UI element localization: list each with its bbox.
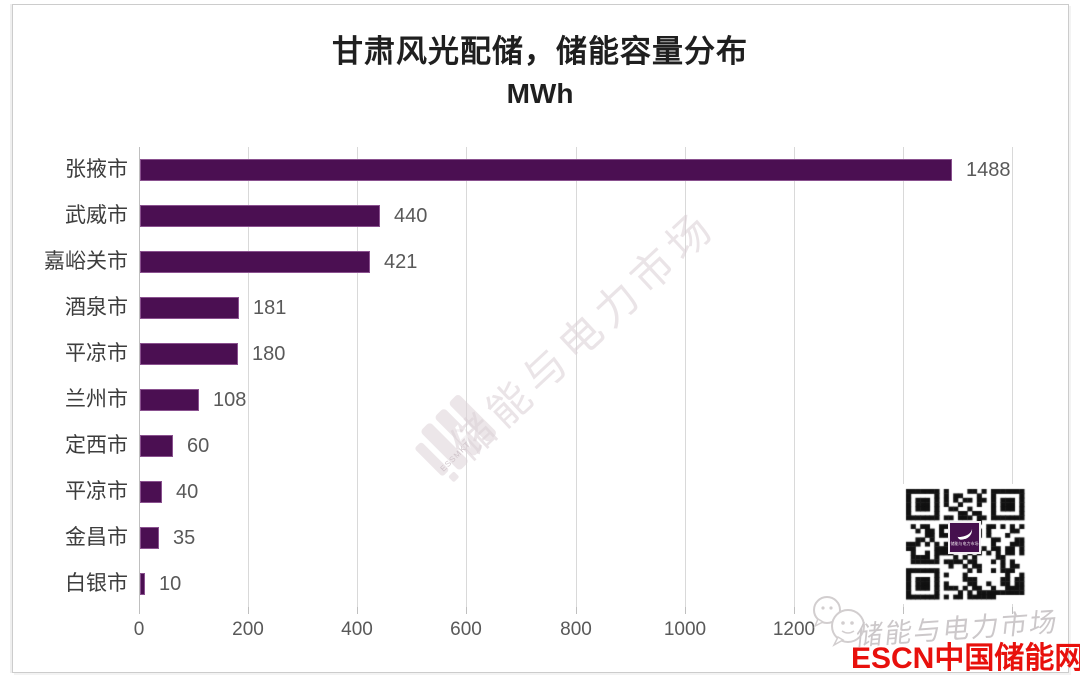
gridline — [466, 147, 467, 607]
gridline — [903, 147, 904, 607]
axis-tick — [685, 607, 686, 614]
bar — [140, 435, 173, 457]
category-label: 金昌市 — [65, 526, 128, 549]
bar-value-label: 35 — [173, 527, 196, 549]
chart-unit-subtitle: MWh — [506, 78, 574, 109]
x-axis-tick-label: 0 — [133, 619, 145, 640]
bar — [140, 573, 145, 595]
gridline — [248, 147, 249, 607]
category-label: 白银市 — [65, 572, 128, 595]
category-label: 酒泉市 — [65, 296, 128, 319]
bar-value-label: 1488 — [966, 159, 1011, 181]
bar — [140, 389, 199, 411]
category-label: 武威市 — [65, 204, 128, 227]
qr-logo-swoosh-icon — [955, 526, 974, 541]
bar-row: 武威市 440 — [65, 193, 1012, 239]
axis-tick — [466, 607, 467, 614]
bar-value-label: 40 — [176, 481, 199, 503]
category-label: 张掖市 — [65, 158, 128, 181]
x-axis-tick-label: 400 — [341, 619, 373, 640]
axis-tick — [139, 607, 140, 614]
bar — [140, 297, 239, 319]
wechat-icon — [813, 596, 865, 647]
plot-area: 0 200 400 600 800 1000 1200 张掖市 1488 武威市 440 嘉峪关市 42… — [44, 147, 1013, 640]
bar-row: 平凉市 180 — [65, 331, 1012, 377]
bar-row: 平凉市 40 — [65, 469, 1012, 515]
axis-tick — [1012, 607, 1013, 614]
bar-value-label: 108 — [213, 389, 247, 411]
gridline — [794, 147, 795, 607]
bar — [140, 527, 159, 549]
y-axis-line — [139, 147, 140, 613]
bar-row: 嘉峪关市 421 — [44, 239, 1012, 285]
bar-value-label: 181 — [253, 297, 287, 319]
axis-tick — [903, 607, 904, 614]
axis-tick — [248, 607, 249, 614]
qr-center-logo: 储能与电力市场 — [948, 521, 981, 554]
bar — [140, 205, 380, 227]
category-label: 平凉市 — [65, 480, 128, 503]
bar-row: 张掖市 1488 — [65, 147, 1012, 193]
qr-code: 储能与电力市场 — [901, 484, 1029, 604]
frame-border — [12, 4, 1069, 673]
axis-tick — [576, 607, 577, 614]
x-axis-tick-label: 800 — [560, 619, 592, 640]
watermark-logo-icon — [415, 395, 496, 482]
x-axis-tick-label: 600 — [450, 619, 482, 640]
bar-row: 兰州市 108 — [65, 377, 1012, 423]
x-axis-tick-label: 1200 — [772, 619, 816, 640]
gridline — [576, 147, 577, 607]
x-axis-tick-label: 1000 — [663, 619, 707, 640]
page-title: 甘肃风光配储，储能容量分布 — [332, 34, 748, 69]
axis-tick — [794, 607, 795, 614]
gridline — [685, 147, 686, 607]
bar-value-label: 60 — [187, 435, 210, 457]
escn-brand-text: ESCN中国储能网 — [851, 642, 1080, 675]
gridline — [1012, 147, 1013, 607]
category-label: 兰州市 — [65, 388, 128, 411]
category-label: 嘉峪关市 — [44, 250, 128, 273]
x-axis-tick-label: 200 — [232, 619, 264, 640]
bar — [140, 159, 952, 181]
bar-value-label: 180 — [252, 343, 286, 365]
bar-value-label: 421 — [384, 251, 418, 273]
bar — [140, 251, 370, 273]
bar — [140, 343, 238, 365]
category-label: 平凉市 — [65, 342, 128, 365]
bar-row: 金昌市 35 — [65, 515, 1012, 561]
bar-value-label: 10 — [159, 573, 182, 595]
bar-row: 定西市 60 — [65, 423, 1012, 469]
category-label: 定西市 — [65, 434, 128, 457]
axis-tick — [357, 607, 358, 614]
bar-value-label: 440 — [394, 205, 428, 227]
bar-row: 白银市 10 — [65, 561, 1012, 607]
gridline — [357, 147, 358, 607]
bar-row: 酒泉市 181 — [65, 285, 1012, 331]
bar — [140, 481, 162, 503]
qr-logo-caption: 储能与电力市场 — [950, 541, 979, 546]
